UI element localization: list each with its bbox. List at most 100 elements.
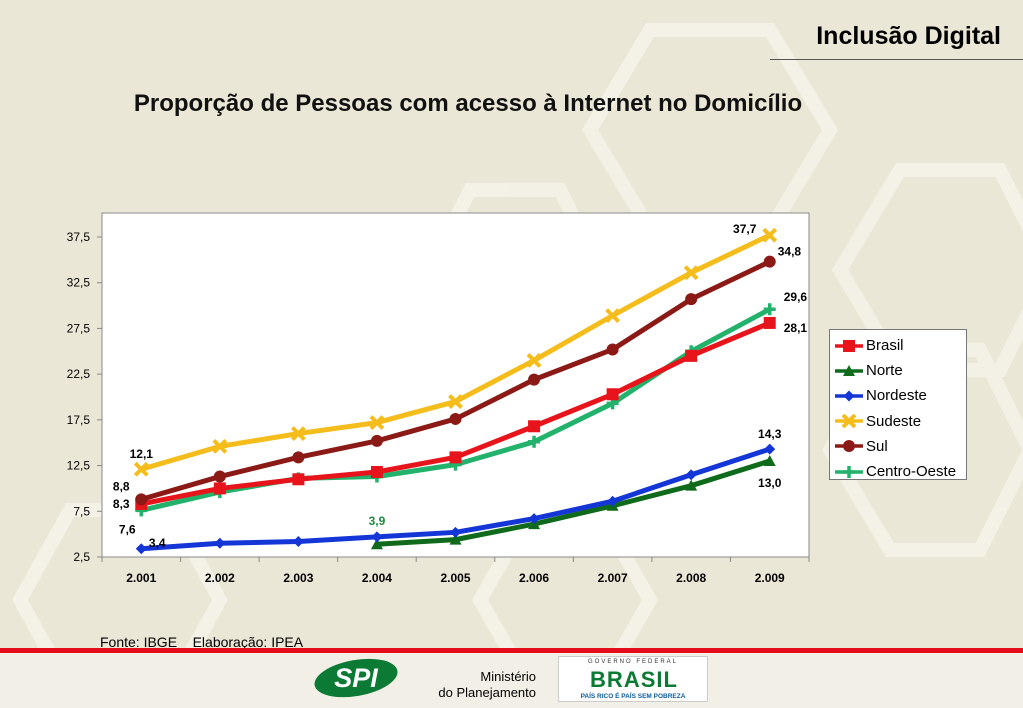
data-point-nordeste (607, 495, 619, 507)
series-sudeste (133, 227, 778, 477)
data-point-nordeste (450, 526, 461, 538)
spi-logo-text: SPI (334, 663, 378, 693)
brasil-logo-word: BRASIL (590, 667, 678, 692)
data-point-norte (685, 479, 698, 491)
footer-bar (0, 653, 1023, 708)
data-point-centro-oeste (763, 303, 776, 316)
legend-label: Norte (866, 362, 903, 380)
data-point-brasil (685, 349, 698, 362)
x-tick-label: 2.005 (440, 571, 470, 585)
chart-axes: 2.001 2.002 2.003 2.004 2.005 2.006 2.007 2.008… (67, 230, 810, 585)
data-label: 8,3 (113, 497, 130, 511)
data-point-brasil (370, 465, 383, 478)
data-point-brasil (528, 420, 541, 433)
x-tick-label: 2.004 (362, 571, 392, 585)
data-point-nordeste (135, 543, 147, 555)
data-point-brasil (843, 339, 855, 352)
x-tick-label: 2.006 (519, 571, 549, 585)
y-tick-label: 37,5 (67, 230, 91, 244)
data-label: 12,1 (130, 447, 154, 461)
data-point-brasil (763, 316, 776, 329)
footer-red-band (0, 648, 1023, 653)
legend-swatch (835, 440, 863, 453)
series-brasil (135, 316, 776, 510)
series-sul (135, 255, 776, 506)
data-point-sul (528, 373, 541, 386)
data-label: 14,3 (758, 427, 782, 441)
page-title: Inclusão Digital (816, 22, 1001, 50)
x-tick-label: 2.002 (205, 571, 235, 585)
data-label: 28,1 (784, 321, 808, 335)
legend-item-centro-oeste: Centro-Oeste (834, 459, 966, 484)
data-point-sudeste (605, 308, 621, 324)
legend-label: Nordeste (866, 387, 927, 405)
data-point-sul (213, 470, 226, 483)
data-label: 29,6 (784, 290, 808, 304)
data-point-sudeste (133, 461, 149, 477)
data-labels-layer: 12,1 8,8 8,3 7,6 3,4 3,9 37,7 34,8 29,6 28,1 14,3 1… (113, 222, 807, 550)
data-point-nordeste (214, 537, 226, 549)
legend-swatch (835, 364, 863, 376)
x-tick-label: 2.008 (676, 571, 706, 585)
x-tick-label: 2.009 (755, 571, 785, 585)
series-line (376, 458, 771, 547)
data-point-norte (763, 455, 776, 466)
y-tick-label: 12,5 (67, 459, 91, 473)
data-point-nordeste (685, 469, 697, 481)
data-point-nordeste (292, 535, 304, 547)
brasil-slogan: PAÍS RICO É PAÍS SEM POBREZA (580, 693, 686, 700)
legend-item-sudeste: Sudeste (834, 409, 966, 434)
data-point-norte (449, 533, 462, 545)
chart-title: Proporção de Pessoas com acesso à Intern… (133, 90, 803, 117)
data-point-brasil (606, 388, 619, 401)
data-point-nordeste (528, 513, 540, 525)
data-point-sul (685, 293, 698, 306)
spi-logo: SPI (312, 656, 404, 700)
legend-swatch (835, 390, 863, 402)
data-point-sudeste (526, 353, 542, 368)
legend-item-brasil: Brasil (834, 333, 966, 358)
data-point-norte (843, 364, 855, 376)
data-label: 3,4 (149, 536, 166, 550)
data-point-sudeste (762, 227, 778, 243)
y-tick-label: 7,5 (73, 504, 90, 518)
legend-swatch (835, 465, 863, 478)
data-point-sul (449, 412, 462, 425)
data-label: 7,6 (119, 522, 136, 536)
y-tick-label: 17,5 (67, 413, 91, 427)
legend-swatch (835, 414, 863, 429)
x-tick-label: 2.001 (126, 571, 156, 585)
data-point-norte (370, 538, 383, 550)
y-tick-label: 32,5 (67, 276, 91, 290)
legend-label: Sudeste (866, 412, 922, 430)
data-point-nordeste (764, 443, 776, 455)
legend-label: Brasil (866, 337, 904, 355)
data-point-brasil (292, 473, 305, 486)
x-tick-label: 2.007 (598, 571, 628, 585)
data-label: 34,8 (778, 245, 802, 259)
data-point-sul (370, 434, 383, 447)
data-point-brasil (449, 451, 462, 464)
gov-federal-text: GOVERNO FEDERAL (587, 659, 678, 665)
data-point-sudeste (290, 426, 306, 441)
series-norte (370, 455, 776, 550)
ministry-line-1: Ministério (480, 669, 536, 684)
data-point-sudeste (448, 394, 463, 409)
data-label: 37,7 (733, 222, 757, 236)
legend-label: Sul (866, 437, 888, 455)
data-point-centro-oeste (843, 465, 855, 478)
x-tick-label: 2.003 (283, 571, 313, 585)
legend-item-nordeste: Nordeste (834, 383, 966, 408)
data-point-sul (843, 440, 855, 453)
ministry-name: Ministério do Planejamento (408, 669, 536, 701)
y-tick-label: 27,5 (67, 321, 91, 335)
data-label: 13,0 (758, 476, 782, 490)
series-nordeste (135, 443, 776, 555)
data-point-brasil (213, 482, 226, 495)
legend-item-sul: Sul (834, 434, 966, 459)
chart-legend: Brasil Norte Nordeste Sudeste Sul Centro-Oest… (829, 329, 967, 480)
legend-swatch (835, 339, 863, 352)
data-label: 8,8 (113, 479, 130, 493)
data-point-sul (763, 255, 776, 268)
